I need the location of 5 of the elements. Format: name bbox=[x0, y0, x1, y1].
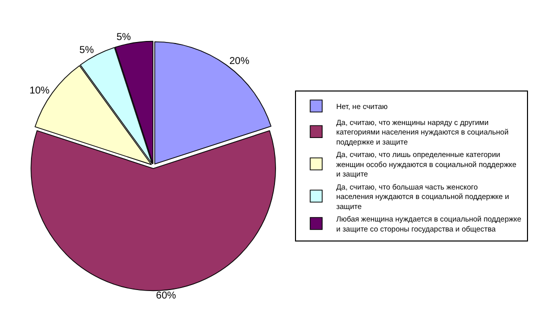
data-label: 60% bbox=[156, 290, 176, 302]
data-label: 20% bbox=[229, 56, 250, 68]
data-label: 5% bbox=[116, 32, 132, 43]
data-label: 10% bbox=[30, 85, 50, 96]
data-label: 5% bbox=[79, 45, 94, 56]
